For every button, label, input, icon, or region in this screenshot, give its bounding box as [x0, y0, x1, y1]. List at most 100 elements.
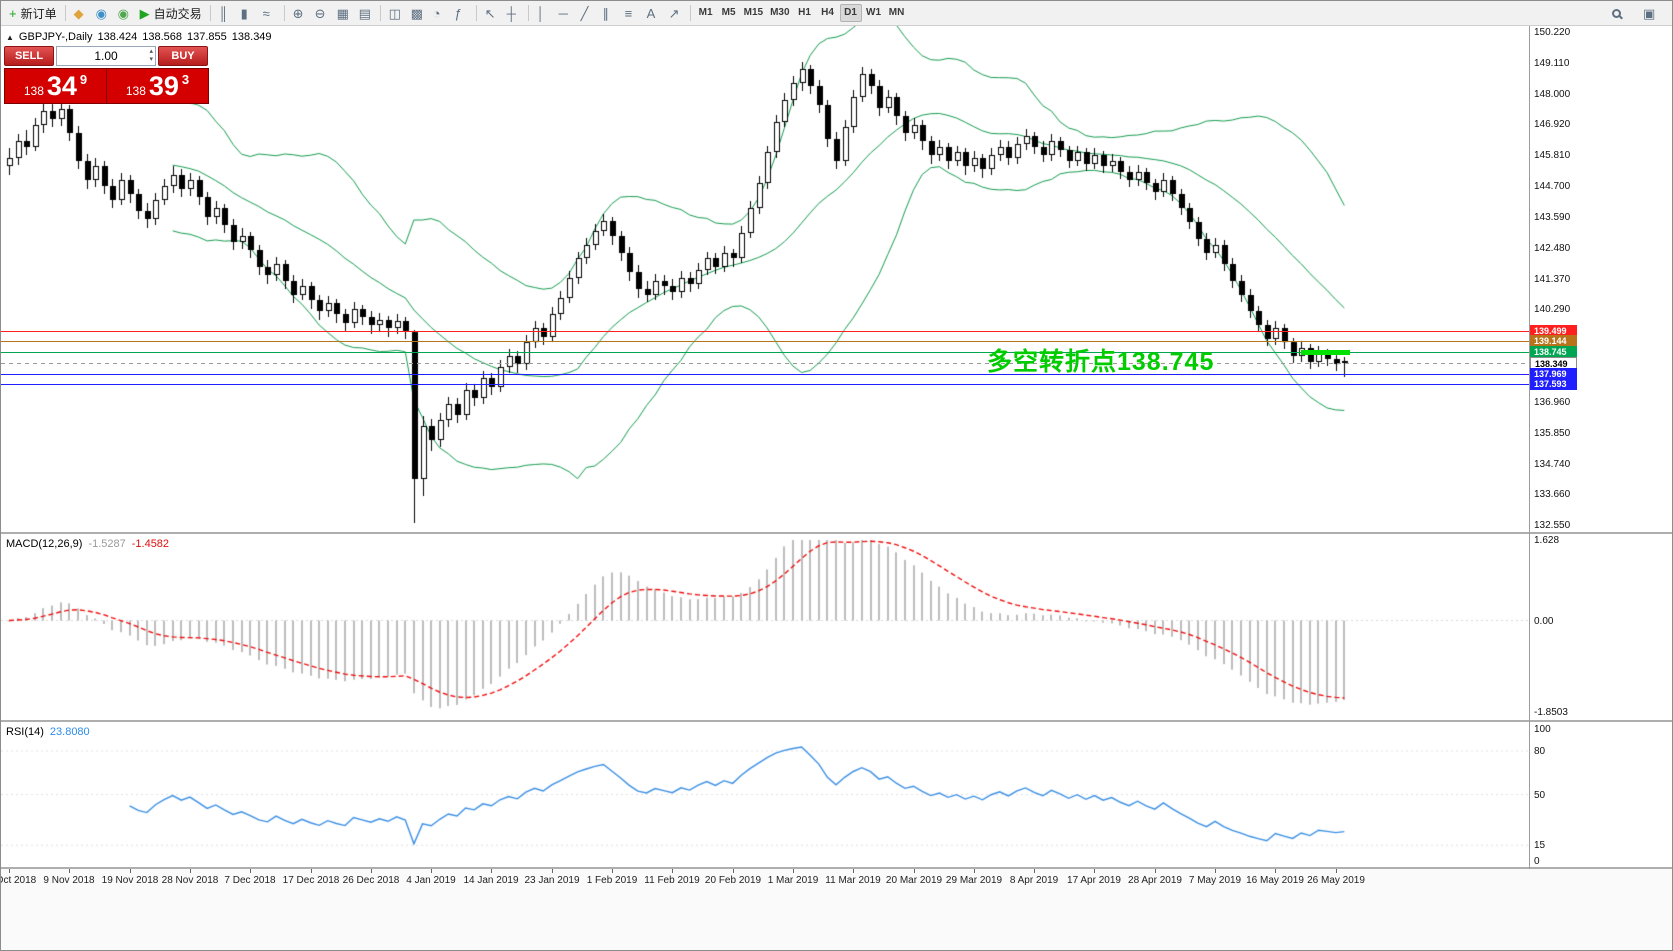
buy-quote-tile[interactable]: 138 39 3: [107, 69, 208, 103]
period-icon[interactable]: ◔: [429, 3, 450, 24]
time-axis[interactable]: [1, 869, 1672, 950]
macd-panel-canvas[interactable]: [1, 534, 1529, 720]
timeframe-mn[interactable]: MN: [888, 7, 905, 18]
time-axis-tick: [552, 869, 553, 873]
panel-separator[interactable]: [1, 720, 1672, 722]
time-axis-label: 8 Apr 2019: [1009, 875, 1059, 886]
text-icon[interactable]: A: [643, 3, 664, 24]
arrow-icon[interactable]: ↗: [665, 3, 686, 24]
vertical-line-icon[interactable]: │: [533, 3, 554, 24]
auto-trading-button[interactable]: ▶ 自动交易: [136, 3, 206, 24]
ohlc-bars-icon: ║: [218, 5, 228, 21]
price-axis-label: 150.220: [1534, 26, 1571, 38]
macd-signal-value: -1.4582: [131, 538, 170, 550]
fibonacci-icon[interactable]: ≡: [621, 3, 642, 24]
time-axis-tick: [974, 869, 975, 873]
time-axis-tick: [672, 869, 673, 873]
rsi-panel-canvas[interactable]: [1, 722, 1529, 867]
zoom-out-icon[interactable]: ⊖: [311, 3, 332, 24]
time-axis-tick: [190, 869, 191, 873]
line-chart-icon: ≈: [262, 5, 270, 21]
sell-price-sup: 9: [79, 72, 88, 87]
templates-icon[interactable]: ▦: [333, 3, 354, 24]
new-chart-icon[interactable]: ▩: [407, 3, 428, 24]
timeframe-w1[interactable]: W1: [866, 7, 882, 18]
time-axis-label: 14 Jan 2019: [463, 875, 519, 886]
navigator-icon[interactable]: ◉: [114, 3, 135, 24]
collapse-panel-icon[interactable]: ▲: [6, 32, 14, 42]
timeframe-m1[interactable]: M1: [698, 7, 713, 18]
sell-price-big: 34: [46, 71, 77, 101]
volume-value: 1.00: [94, 49, 118, 63]
volume-field[interactable]: 1.00 ▴ ▾: [56, 46, 156, 66]
buy-button[interactable]: BUY: [158, 46, 208, 66]
new-order-button-label: 新订单: [20, 6, 57, 21]
support-line-2[interactable]: [1, 384, 1529, 385]
channel-icon[interactable]: ∥: [599, 3, 620, 24]
pivot-line[interactable]: [1, 352, 1529, 353]
line-chart-icon[interactable]: ≈: [259, 3, 280, 24]
crosshair-icon[interactable]: ┼: [503, 3, 524, 24]
ohlc-bars-icon[interactable]: ║: [215, 3, 236, 24]
new-order-button[interactable]: + 新订单: [5, 3, 61, 24]
main-chart-canvas[interactable]: [1, 26, 1529, 532]
cursor-icon[interactable]: ↖: [481, 3, 502, 24]
timeframe-m30[interactable]: M30: [770, 7, 790, 18]
panel-separator[interactable]: [1, 532, 1672, 534]
time-axis-label: 9 Nov 2018: [43, 875, 95, 886]
period-icon: ◔: [432, 5, 441, 21]
trendline-icon: ╱: [580, 5, 589, 21]
time-axis-label: 26 May 2019: [1307, 875, 1365, 886]
time-axis-tick: [1336, 869, 1337, 873]
volume-up-button[interactable]: ▴: [149, 48, 153, 55]
search-icon[interactable]: [1608, 3, 1629, 24]
time-axis-label: 28 Apr 2019: [1128, 875, 1182, 886]
resistance-line-1[interactable]: [1, 331, 1529, 332]
time-axis-label: 28 Nov 2018: [161, 875, 219, 886]
turning-point-annotation[interactable]: 多空转折点138.745: [987, 348, 1215, 376]
profiles-icon[interactable]: ▤: [355, 3, 376, 24]
time-axis-tick: [431, 869, 432, 873]
resistance-line-2[interactable]: [1, 341, 1529, 342]
time-axis-label: 11 Mar 2019: [825, 875, 881, 886]
price-axis-label: 142.480: [1534, 242, 1571, 254]
price-axis-label: 141.370: [1534, 273, 1571, 285]
support-line-1-badge: 137.969: [1530, 368, 1577, 380]
horizontal-line-icon: ─: [558, 5, 568, 21]
layout-icon[interactable]: ▣: [1639, 3, 1660, 24]
timeframe-m5[interactable]: M5: [721, 7, 736, 18]
time-axis-tick: [1155, 869, 1156, 873]
market-watch-icon[interactable]: ◉: [92, 3, 113, 24]
turning-point-marker[interactable]: [1301, 350, 1351, 355]
time-axis-tick: [130, 869, 131, 873]
ohlc-high: 138.568: [142, 31, 183, 43]
timeframe-m15[interactable]: M15: [743, 7, 764, 18]
timeframe-d1[interactable]: D1: [839, 4, 862, 22]
indicators-icon[interactable]: ƒ: [451, 3, 472, 24]
time-axis-label: 11 Feb 2019: [644, 875, 700, 886]
bid-price-line[interactable]: [1, 363, 1529, 364]
zoom-out-icon: ⊖: [314, 5, 326, 21]
time-axis-tick: [733, 869, 734, 873]
timeframe-h1[interactable]: H1: [798, 7, 811, 18]
trendline-icon[interactable]: ╱: [577, 3, 598, 24]
buy-price-sup: 3: [181, 72, 190, 87]
price-axis-label: 144.700: [1534, 180, 1571, 192]
time-axis-label: 19 Nov 2018: [101, 875, 159, 886]
time-axis-label: 26 Dec 2018: [342, 875, 400, 886]
timeframe-h4[interactable]: H4: [821, 7, 834, 18]
tile-windows-icon[interactable]: ◫: [385, 3, 406, 24]
zoom-in-icon[interactable]: ⊕: [289, 3, 310, 24]
price-axis-label: 133.660: [1534, 488, 1571, 500]
sell-quote-tile[interactable]: 138 34 9: [5, 69, 106, 103]
horizontal-line-icon[interactable]: ─: [555, 3, 576, 24]
candlestick-icon: ▮: [240, 5, 248, 21]
volume-down-button[interactable]: ▾: [149, 56, 153, 63]
candlestick-icon[interactable]: ▮: [237, 3, 258, 24]
sell-button[interactable]: SELL: [4, 46, 54, 66]
support-line-1[interactable]: [1, 374, 1529, 375]
charts-icon[interactable]: ◆: [70, 3, 91, 24]
auto-trading-button-label: 自动交易: [153, 6, 202, 21]
layout-icon: ▣: [1643, 5, 1656, 21]
